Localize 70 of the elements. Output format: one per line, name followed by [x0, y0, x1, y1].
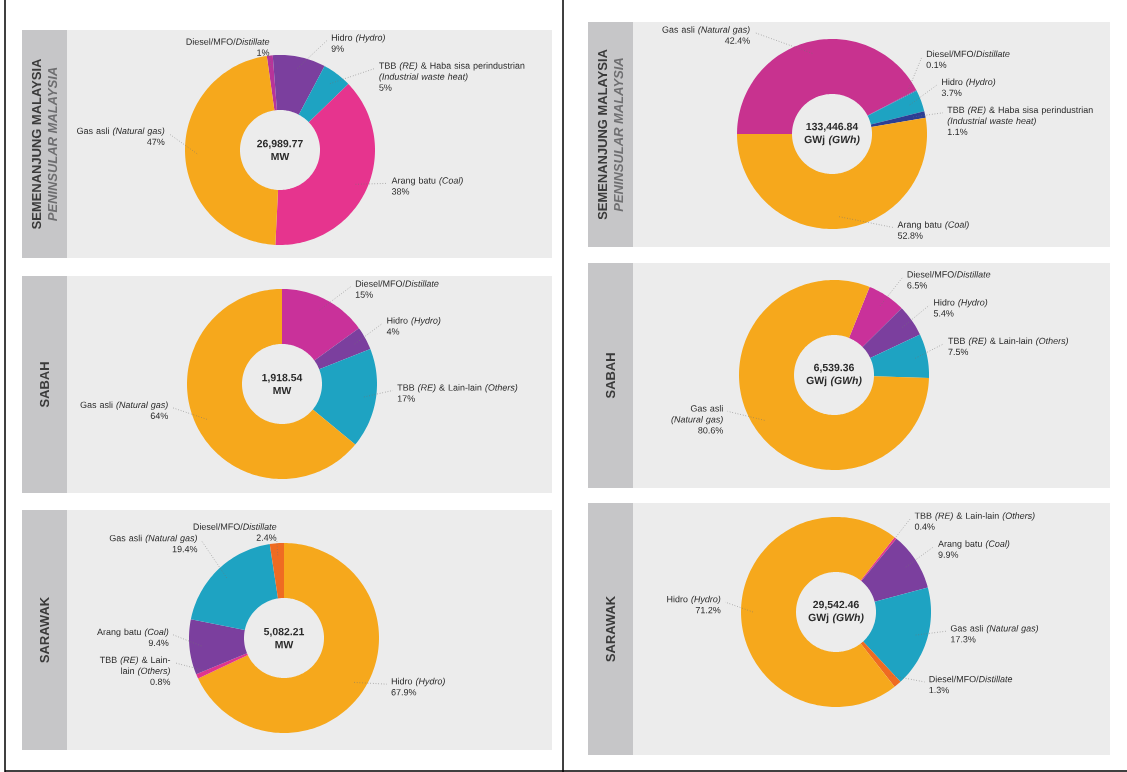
data-label: 80.6%: [698, 427, 723, 434]
slice-label: Diesel/MFO/Distillate: [355, 280, 439, 287]
data-label: 0.1%: [926, 61, 947, 69]
slice-label: TBB (RE) & Lain-lain (Others): [948, 337, 1069, 346]
data-label: 9.9%: [938, 551, 959, 558]
data-label: 1%: [257, 49, 270, 56]
slice-label: TBB (RE) & Lain-lain (Others): [397, 384, 518, 393]
slice-label: Gas asli (Natural gas): [950, 624, 1039, 634]
slice-label: Diesel/MFO/Distillate: [926, 50, 1010, 58]
slice-label: Gas asli (Natural gas): [77, 127, 165, 136]
slice-label: Hidro (Hydro): [331, 34, 385, 43]
data-label: 1.3%: [929, 686, 949, 694]
slice-label: Hidro (Hydro): [387, 317, 441, 326]
data-label: 0.8%: [150, 678, 171, 685]
slice-label: Gas asli (Natural gas): [671, 405, 723, 425]
slice-label: Diesel/MFO/Distillate: [907, 270, 991, 278]
data-label: 17%: [397, 395, 415, 402]
text: 133,446.84 GWj (GWh): [804, 122, 860, 146]
data-label: 47%: [147, 138, 165, 145]
text: PENINSULAR MALAYSIA: [613, 58, 624, 212]
slice-label: Arang batu (Coal): [897, 221, 969, 230]
data-label: 2.4%: [256, 534, 277, 541]
text: SABAH: [39, 362, 50, 408]
data-label: 6.5%: [907, 282, 928, 289]
data-label: 9%: [331, 45, 344, 52]
data-label: 17.3%: [951, 636, 976, 643]
data-label: 19.4%: [172, 545, 198, 553]
text: PENINSULAR MALAYSIA: [47, 67, 58, 221]
data-label: 4%: [386, 328, 400, 335]
slice-label: Diesel/MFO/Distillate: [193, 523, 277, 530]
text: 1,918.54 MW: [262, 373, 303, 395]
data-label: 64%: [150, 412, 168, 419]
data-label: 5%: [379, 84, 392, 91]
data-label: 52.8%: [897, 232, 923, 239]
data-label: 15%: [355, 291, 373, 298]
slice-label: TBB (RE) & Lain-lain (Others): [99, 656, 171, 676]
data-label: 38%: [391, 188, 410, 195]
text: 29,542.46 GWj (GWh): [808, 600, 864, 624]
text: 6,539.36 GWj (GWh): [806, 363, 862, 387]
slice-label: Gas asli (Natural gas): [662, 26, 750, 35]
text: 5,082.21 MW: [263, 627, 305, 649]
text: SARAWAK: [39, 597, 50, 663]
slice-label: TBB (RE) & Lain-lain (Others): [914, 512, 1035, 521]
slice-label: Arang batu (Coal): [97, 628, 169, 637]
data-label: 0.4%: [914, 523, 935, 530]
data-label: 1.1%: [947, 128, 968, 135]
text: SARAWAK: [605, 596, 616, 662]
slice-label: Hidro (Hydro): [934, 298, 988, 308]
text: SABAH: [605, 353, 616, 399]
slice-label: TBB (RE) & Haba sisa perindustrian (Industrial waste heat): [379, 62, 525, 82]
slice-label: Diesel/MFO/Distillate: [929, 675, 1013, 683]
slice-label: Hidro (Hydro): [391, 677, 445, 687]
slice-label: Arang batu (Coal): [391, 177, 463, 186]
text: SEMENANJUNG MALAYSIA: [597, 49, 608, 220]
data-label: 42.4%: [724, 37, 750, 44]
slice-label: Gas asli (Natural gas): [109, 534, 197, 544]
slice-label: Hidro (Hydro): [667, 595, 721, 605]
slice-label: Hidro (Hydro): [942, 78, 996, 87]
slice-label: Diesel/MFO/Distillate: [186, 38, 270, 45]
data-label: 71.2%: [695, 606, 721, 614]
data-label: 3.7%: [941, 89, 962, 97]
data-label: 9.4%: [148, 639, 169, 647]
slice-label: TBB (RE) & Haba sisa perindustrian (Industrial waste heat): [947, 106, 1093, 126]
data-label: 7.5%: [948, 348, 969, 356]
slice-label: Arang batu (Coal): [938, 540, 1010, 549]
slice-label: Gas asli (Natural gas): [80, 401, 168, 410]
data-label: 67.9%: [391, 689, 417, 696]
text: 26,989.77 MW: [257, 139, 303, 161]
data-label: 5.4%: [933, 310, 954, 317]
text: SEMENANJUNG MALAYSIA: [31, 58, 42, 230]
